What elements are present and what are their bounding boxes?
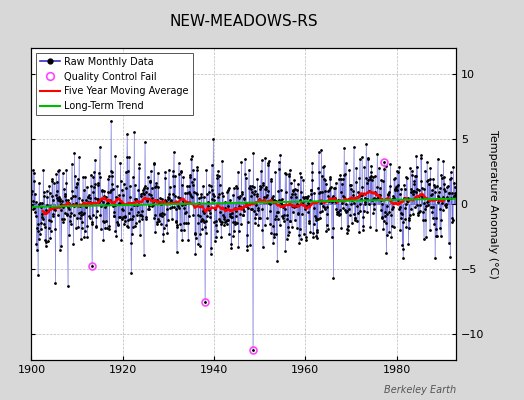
Y-axis label: Temperature Anomaly (°C): Temperature Anomaly (°C) [488, 130, 498, 278]
Title: NEW-MEADOWS-RS: NEW-MEADOWS-RS [169, 14, 318, 29]
Text: Berkeley Earth: Berkeley Earth [384, 385, 456, 395]
Legend: Raw Monthly Data, Quality Control Fail, Five Year Moving Average, Long-Term Tren: Raw Monthly Data, Quality Control Fail, … [36, 53, 193, 115]
